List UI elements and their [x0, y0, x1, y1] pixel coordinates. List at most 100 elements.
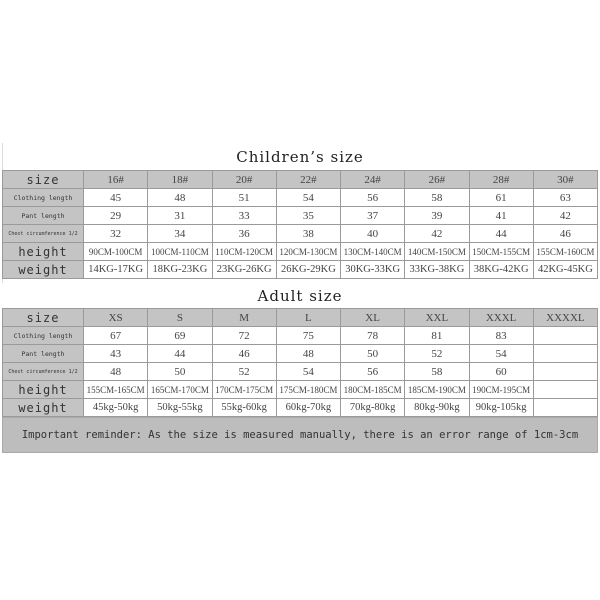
size-header-cell: 18#	[147, 170, 213, 189]
size-header-cell: XXL	[404, 308, 470, 327]
row-label: Pant length	[2, 344, 84, 363]
row-label: Clothing length	[2, 326, 84, 345]
table-cell: 120CM-130CM	[275, 242, 342, 261]
table-cell: 60	[468, 362, 534, 381]
table-cell: 90kg-105kg	[468, 398, 534, 417]
table-cell: 32	[82, 224, 149, 243]
table-row-pant-length: Pant length 29 31 33 35 37 39 41 42	[2, 206, 599, 225]
size-header-cell: L	[275, 308, 342, 327]
table-row-weight: weight 45kg-50kg 50kg-55kg 55kg-60kg 60kg-70…	[2, 398, 599, 417]
table-cell: 18KG-23KG	[147, 260, 213, 279]
children-size-table: size 16# 18# 20# 22# 24# 26# 28# 30# Clothing len…	[2, 170, 599, 279]
table-cell: 155CM-165CM	[82, 380, 149, 399]
children-size-title: Children’s size	[236, 148, 364, 166]
table-cell: 46	[532, 224, 599, 243]
table-cell: 54	[275, 188, 342, 207]
table-row-pant-length: Pant length 43 44 46 48 50 52 54	[2, 344, 599, 363]
table-cell: 83	[468, 326, 534, 345]
table-cell: 63	[532, 188, 599, 207]
table-cell: 34	[147, 224, 213, 243]
table-cell: 72	[211, 326, 277, 345]
table-cell: 42	[404, 224, 470, 243]
table-cell: 54	[468, 344, 534, 363]
table-cell: 69	[147, 326, 213, 345]
table-cell	[532, 362, 599, 381]
table-cell: 38	[275, 224, 342, 243]
table-cell: 30KG-33KG	[339, 260, 406, 279]
table-cell: 40	[339, 224, 406, 243]
row-label: size	[2, 170, 84, 189]
table-cell: 35	[275, 206, 342, 225]
row-label: height	[2, 242, 84, 261]
table-cell: 150CM-155CM	[468, 242, 534, 261]
table-cell: 45kg-50kg	[82, 398, 149, 417]
table-row-clothing-length: Clothing length 67 69 72 75 78 81 83	[2, 326, 599, 345]
table-cell: 61	[468, 188, 534, 207]
size-header-cell: 26#	[404, 170, 470, 189]
table-row-height: height 155CM-165CM 165CM-170CM 170CM-175CM 1…	[2, 380, 599, 399]
table-cell: 54	[275, 362, 342, 381]
table-cell: 41	[468, 206, 534, 225]
size-header-cell: M	[211, 308, 277, 327]
size-header-cell: XS	[82, 308, 149, 327]
table-row-chest-circumference: Chest circumference 1/2 32 34 36 38 40 42 44 46	[2, 224, 599, 243]
table-cell: 170CM-175CM	[211, 380, 277, 399]
table-cell: 38KG-42KG	[468, 260, 534, 279]
table-cell: 58	[404, 362, 470, 381]
table-cell: 52	[211, 362, 277, 381]
table-cell: 51	[211, 188, 277, 207]
row-label: Chest circumference 1/2	[2, 224, 84, 243]
table-cell: 58	[404, 188, 470, 207]
table-cell: 75	[275, 326, 342, 345]
row-label: Chest circumference 1/2	[2, 362, 84, 381]
size-header-cell: XXXXL	[532, 308, 599, 327]
table-cell: 60kg-70kg	[275, 398, 342, 417]
table-cell: 52	[404, 344, 470, 363]
table-cell: 165CM-170CM	[147, 380, 213, 399]
table-row-size: size XS S M L XL XXL XXXL XXXXL	[2, 308, 599, 327]
size-header-cell: 22#	[275, 170, 342, 189]
table-cell	[532, 380, 599, 399]
table-cell: 155CM-160CM	[532, 242, 599, 261]
table-cell: 180CM-185CM	[339, 380, 406, 399]
table-cell: 81	[404, 326, 470, 345]
table-row-chest-circumference: Chest circumference 1/2 48 50 52 54 56 58 60	[2, 362, 599, 381]
size-header-cell: XL	[339, 308, 406, 327]
table-cell: 80kg-90kg	[404, 398, 470, 417]
table-cell: 140CM-150CM	[404, 242, 470, 261]
adult-size-title: Adult size	[257, 287, 343, 305]
table-cell: 23KG-26KG	[211, 260, 277, 279]
row-label: weight	[2, 260, 84, 279]
table-cell: 110CM-120CM	[211, 242, 277, 261]
table-row-height: height 90CM-100CM 100CM-110CM 110CM-120CM 12…	[2, 242, 599, 261]
table-row-size: size 16# 18# 20# 22# 24# 26# 28# 30#	[2, 170, 599, 189]
size-header-cell: 28#	[468, 170, 534, 189]
table-cell: 100CM-110CM	[147, 242, 213, 261]
table-cell: 55kg-60kg	[211, 398, 277, 417]
table-cell: 14KG-17KG	[82, 260, 149, 279]
measurement-reminder: Important reminder: As the size is measu…	[2, 417, 598, 453]
table-cell: 190CM-195CM	[468, 380, 534, 399]
table-cell: 44	[147, 344, 213, 363]
table-cell: 56	[339, 188, 406, 207]
table-cell: 37	[339, 206, 406, 225]
table-cell: 48	[275, 344, 342, 363]
table-cell: 175CM-180CM	[275, 380, 342, 399]
table-cell: 44	[468, 224, 534, 243]
table-cell: 39	[404, 206, 470, 225]
table-cell: 43	[82, 344, 149, 363]
table-cell: 33KG-38KG	[404, 260, 470, 279]
table-cell: 70kg-80kg	[339, 398, 406, 417]
table-cell: 78	[339, 326, 406, 345]
table-cell: 90CM-100CM	[82, 242, 149, 261]
size-header-cell: 24#	[339, 170, 406, 189]
table-cell: 36	[211, 224, 277, 243]
table-cell: 48	[147, 188, 213, 207]
size-header-cell: S	[147, 308, 213, 327]
size-header-cell: 20#	[211, 170, 277, 189]
table-cell: 185CM-190CM	[404, 380, 470, 399]
table-cell: 42	[532, 206, 599, 225]
row-label: weight	[2, 398, 84, 417]
table-cell: 50kg-55kg	[147, 398, 213, 417]
table-cell	[532, 344, 599, 363]
